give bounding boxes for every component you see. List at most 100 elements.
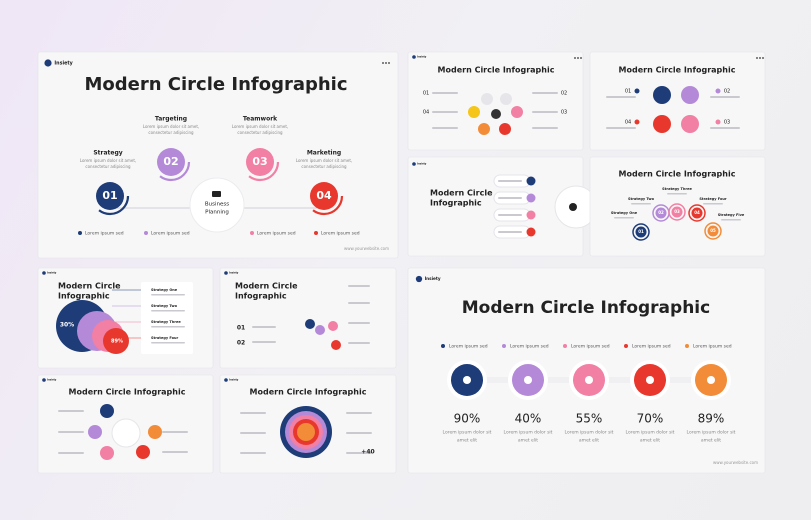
placeholder-text [348, 302, 370, 304]
website: www.yourwebsite.com [344, 246, 389, 251]
brand-name: Insiety [229, 379, 239, 382]
item-label: Strategy Three [662, 187, 692, 191]
item-number: 05 [710, 228, 716, 233]
item-circle [148, 425, 162, 439]
placeholder-text [532, 111, 558, 113]
brand-logo [42, 271, 46, 275]
website: www.yourwebsite.com [713, 460, 758, 465]
item-circle [655, 207, 667, 219]
placeholder-text [710, 127, 740, 129]
legend-dot [624, 344, 628, 348]
center-label: Business [205, 202, 229, 208]
caption: amet elit [457, 438, 477, 444]
item-label: Strategy Two [628, 197, 655, 201]
placeholder-text [252, 326, 276, 328]
caption: amet elit [518, 438, 538, 444]
ring [668, 203, 686, 221]
brand-logo [224, 378, 228, 382]
item-circle [305, 319, 315, 329]
slide-title: Modern Circle Infographic [84, 74, 347, 95]
slide-title: Modern Circle [58, 282, 121, 291]
placeholder-text [162, 451, 188, 453]
caption: Lorem ipsum dolor sit [687, 430, 736, 436]
item-number: 03 [561, 110, 567, 116]
ring [632, 223, 650, 241]
step-description: consectetur adipiscing [301, 164, 347, 169]
marker [634, 119, 640, 125]
item-number: 02 [237, 340, 245, 347]
item-circle [136, 445, 150, 459]
placeholder-text [432, 92, 458, 94]
item-circle [88, 425, 102, 439]
step-label: Strategy [93, 150, 122, 157]
slide-title: Modern Circle Infographic [462, 298, 710, 318]
item-circle [691, 207, 703, 219]
percent: 40% [515, 412, 542, 426]
item-label: Strategy One [151, 288, 178, 292]
ring [304, 176, 344, 216]
menu-dot [759, 57, 761, 59]
item-label: Strategy One [611, 211, 638, 215]
connector [589, 377, 650, 383]
legend-label: Lorem ipsum sed [321, 231, 360, 237]
slide-title: Modern Circle Infographic [619, 170, 736, 179]
step-circle [96, 182, 124, 210]
placeholder-text [240, 412, 266, 414]
info-box [141, 282, 193, 354]
step-label: Marketing [307, 150, 341, 157]
item-circle [511, 106, 523, 118]
menu-dot [580, 57, 582, 59]
step-description: Lorem ipsum dolor sit amet, [143, 124, 199, 129]
brand-name: Insiety [47, 379, 57, 382]
ring [151, 142, 191, 182]
step-circle [310, 182, 338, 210]
item-number: 01 [638, 229, 644, 234]
brand-logo [412, 162, 416, 166]
percent: 89% [698, 412, 725, 426]
caption: Lorem ipsum dolor sit [504, 430, 553, 436]
percent: 70% [637, 412, 664, 426]
center-circle [189, 177, 245, 233]
brand-name: Insiety [229, 272, 239, 275]
step-number: 04 [316, 189, 332, 202]
placeholder-text [721, 219, 741, 221]
placeholder-text [252, 341, 276, 343]
center-icon [212, 191, 221, 197]
placeholder-text [498, 180, 522, 182]
item-circle [526, 176, 536, 186]
brand-logo [415, 275, 423, 283]
ring-circle [297, 423, 315, 441]
slide [407, 51, 584, 151]
item-circle [526, 227, 536, 237]
menu-dot [388, 62, 390, 64]
item-circle [653, 86, 671, 104]
menu-dot [385, 62, 387, 64]
caption: amet elit [579, 438, 599, 444]
legend-dot [685, 344, 689, 348]
slide [37, 51, 399, 259]
item-circle [499, 123, 511, 135]
item-circle [100, 404, 114, 418]
item-number: 02 [658, 210, 664, 215]
legend-label: Lorem ipsum sed [693, 344, 732, 350]
menu-dot [574, 57, 576, 59]
slide-title: Infographic [235, 292, 287, 301]
step-number: 03 [252, 155, 267, 168]
item-label: Strategy Five [718, 213, 745, 217]
item-number: 04 [694, 210, 700, 215]
value: +40 [361, 449, 374, 456]
item-number: 04 [625, 120, 631, 126]
placeholder-text [631, 203, 651, 205]
item-icon [646, 376, 654, 384]
item-number: 01 [237, 325, 245, 332]
brand-logo [44, 59, 52, 67]
item-icon [463, 376, 471, 384]
legend-label: Lorem ipsum sed [571, 344, 610, 350]
item-circle [315, 325, 325, 335]
item-circle [478, 123, 490, 135]
placeholder-text [162, 431, 188, 433]
item-circle [671, 206, 683, 218]
slide-title: Modern Circle Infographic [619, 66, 736, 75]
menu-dot [577, 57, 579, 59]
